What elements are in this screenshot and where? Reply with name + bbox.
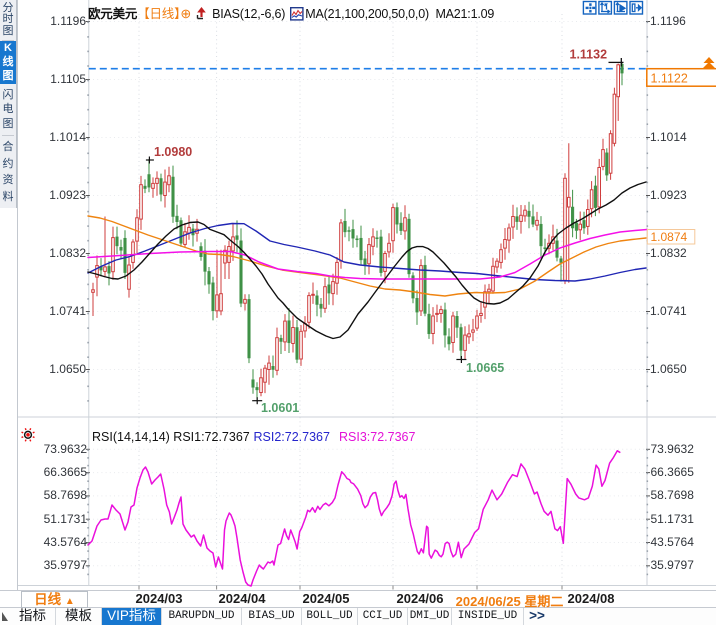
svg-text:1.1132: 1.1132 <box>570 48 608 62</box>
svg-text:1.0874: 1.0874 <box>651 230 688 244</box>
svg-text:1.1122: 1.1122 <box>651 72 688 86</box>
svg-text:1.0665: 1.0665 <box>466 361 504 375</box>
svg-text:1.0980: 1.0980 <box>154 145 192 159</box>
svg-text:1.0601: 1.0601 <box>261 401 299 415</box>
